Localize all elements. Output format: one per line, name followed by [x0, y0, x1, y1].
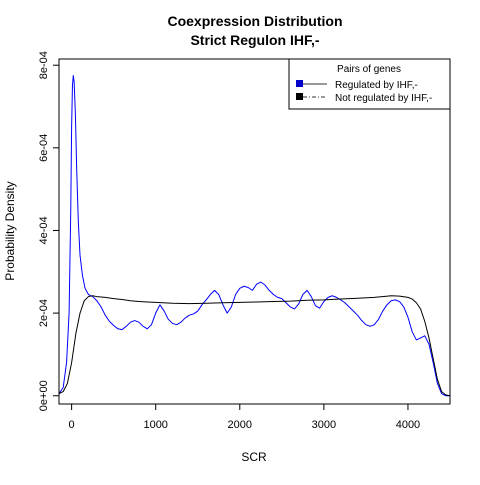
chart-subtitle: Strict Regulon IHF,- — [190, 32, 319, 48]
y-tick-label: 2e-04 — [38, 299, 50, 327]
x-axis-label: SCR — [241, 450, 267, 464]
series-line-not-regulated — [59, 295, 450, 397]
x-tick-label: 3000 — [312, 419, 336, 431]
legend-label-regulated: Regulated by IHF,- — [335, 80, 418, 91]
y-axis-label: Probability Density — [3, 181, 17, 280]
x-tick-label: 0 — [69, 419, 75, 431]
y-tick-label: 4e-04 — [38, 216, 50, 244]
legend-swatch-not-regulated — [296, 93, 303, 100]
plot-area — [59, 75, 450, 397]
x-tick-label: 4000 — [396, 419, 420, 431]
legend-label-not-regulated: Not regulated by IHF,- — [335, 93, 432, 104]
series-line-regulated — [59, 75, 450, 397]
plot-frame — [58, 58, 451, 405]
legend-swatch-regulated — [296, 80, 303, 87]
x-tick-label: 2000 — [228, 419, 252, 431]
x-tick-label: 1000 — [143, 419, 167, 431]
legend: Pairs of genes Regulated by IHF,- Not re… — [288, 58, 451, 110]
legend-title: Pairs of genes — [337, 64, 401, 75]
y-tick-label: 8e-04 — [38, 51, 50, 79]
y-tick-label: 6e-04 — [38, 134, 50, 162]
y-axis: 0e+00 2e-04 4e-04 6e-04 8e-04 — [38, 51, 59, 411]
chart-title: Coexpression Distribution — [167, 13, 342, 29]
y-tick-label: 0e+00 — [38, 380, 50, 411]
x-axis: 0 1000 2000 3000 4000 — [69, 404, 420, 431]
